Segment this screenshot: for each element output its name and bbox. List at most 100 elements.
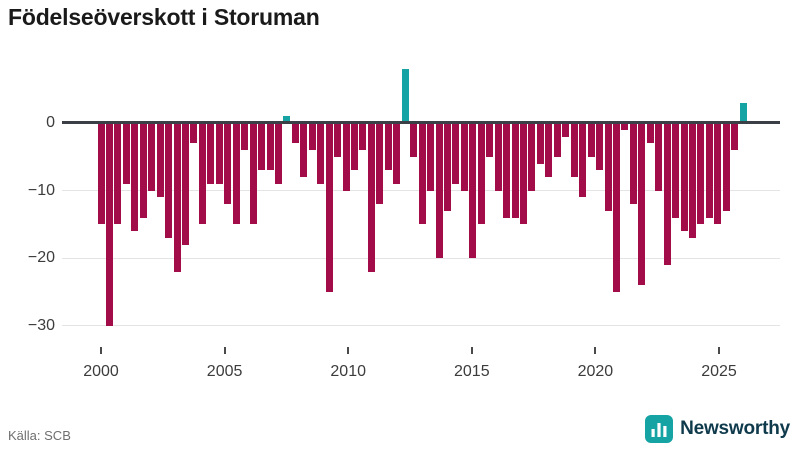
- newsworthy-logo: Newsworthy: [645, 415, 790, 443]
- chart-bar: [536, 123, 544, 164]
- chart-bar: [308, 123, 316, 151]
- source-label: Källa: SCB: [8, 428, 71, 443]
- chart-bar: [722, 123, 730, 211]
- chart-bar: [520, 123, 527, 225]
- chart-bar: [689, 123, 696, 238]
- bar-chart-icon: [645, 415, 674, 443]
- chart-bar: [165, 123, 173, 238]
- y-axis-label: 0: [46, 114, 55, 131]
- x-axis-tick: [100, 347, 102, 354]
- chart-bar: [570, 123, 578, 178]
- chart-bar: [131, 123, 139, 232]
- chart-bar: [376, 123, 384, 205]
- chart-bar: [351, 123, 358, 171]
- logo-text: Newsworthy: [680, 418, 790, 439]
- chart-bar: [215, 123, 223, 184]
- chart-bar: [317, 123, 325, 184]
- chart-bar: [714, 123, 722, 225]
- chart-bar: [553, 123, 561, 157]
- zero-axis-line: [62, 121, 780, 124]
- chart-bar: [469, 123, 477, 259]
- chart-bar: [562, 123, 570, 137]
- x-axis-tick: [594, 347, 597, 354]
- chart-bar: [646, 123, 654, 144]
- chart-bar: [173, 123, 181, 272]
- x-axis-label: 2010: [330, 363, 366, 380]
- chart-bar: [300, 123, 308, 178]
- chart-bar: [705, 123, 713, 218]
- x-axis-tick: [347, 347, 350, 354]
- chart-bar: [198, 123, 206, 225]
- chart-bar: [443, 123, 451, 211]
- chart-bar: [460, 123, 468, 191]
- chart-bar: [680, 123, 688, 232]
- chart-bar: [486, 123, 494, 157]
- chart-bar: [511, 123, 519, 218]
- chart-bar: [114, 123, 122, 225]
- chart-bar: [579, 123, 587, 198]
- chart-bar: [182, 123, 189, 245]
- chart-bar: [342, 123, 350, 191]
- chart-bar: [638, 123, 646, 286]
- x-axis-label: 2015: [454, 363, 490, 380]
- chart-bar: [418, 123, 426, 225]
- x-axis-label: 2025: [701, 363, 737, 380]
- chart-bar: [190, 123, 198, 144]
- y-axis-label: −20: [27, 249, 55, 267]
- chart-bar: [148, 123, 156, 191]
- x-axis-tick: [718, 347, 720, 354]
- chart-title: Födelseöverskott i Storuman: [8, 4, 320, 30]
- chart-bar: [739, 102, 747, 123]
- chart-bar: [427, 123, 435, 191]
- chart-bar: [731, 123, 739, 151]
- chart-bar: [596, 123, 604, 171]
- chart-bar: [224, 123, 232, 205]
- gridline: [62, 325, 780, 327]
- x-axis-label: 2000: [83, 363, 119, 380]
- chart-bar: [122, 123, 130, 184]
- chart-bar: [672, 123, 680, 218]
- x-axis-label: 2005: [206, 363, 243, 380]
- x-axis-tick: [470, 347, 473, 354]
- chart-bar: [283, 116, 291, 123]
- chart-bar: [655, 123, 663, 191]
- chart-bar: [393, 123, 401, 184]
- chart-bar: [401, 68, 409, 123]
- chart-bar: [274, 123, 282, 184]
- chart-bar: [266, 123, 274, 171]
- chart-bar: [139, 123, 147, 218]
- chart-bar: [604, 123, 612, 211]
- chart-bar: [587, 123, 595, 157]
- x-axis-tick: [223, 347, 226, 354]
- chart-bar: [621, 123, 629, 130]
- y-axis-label: −10: [27, 181, 55, 199]
- chart-bar: [452, 123, 460, 184]
- gridline: [62, 257, 780, 259]
- chart-bar: [258, 123, 266, 171]
- chart-bar: [410, 123, 418, 157]
- chart-bar: [545, 123, 553, 178]
- y-axis-label: −30: [27, 316, 55, 334]
- chart-bar: [384, 123, 392, 171]
- chart-bar: [503, 123, 511, 218]
- chart-bar: [697, 123, 705, 225]
- chart-bar: [334, 123, 342, 157]
- chart-bar: [241, 123, 249, 151]
- x-axis-label: 2020: [577, 363, 614, 380]
- chart-bar: [359, 123, 367, 151]
- chart-bar: [249, 123, 257, 225]
- chart-bar: [291, 123, 299, 144]
- chart-bar: [105, 123, 113, 326]
- chart-bar: [156, 123, 164, 198]
- chart-bar: [629, 123, 637, 205]
- chart-bar: [494, 123, 502, 191]
- chart-bar: [232, 123, 240, 225]
- chart-bar: [528, 123, 536, 191]
- chart-bar: [207, 123, 215, 184]
- chart-bar: [325, 123, 333, 292]
- chart-bar: [367, 123, 375, 272]
- chart-bar: [612, 123, 620, 292]
- chart-bar: [97, 123, 105, 225]
